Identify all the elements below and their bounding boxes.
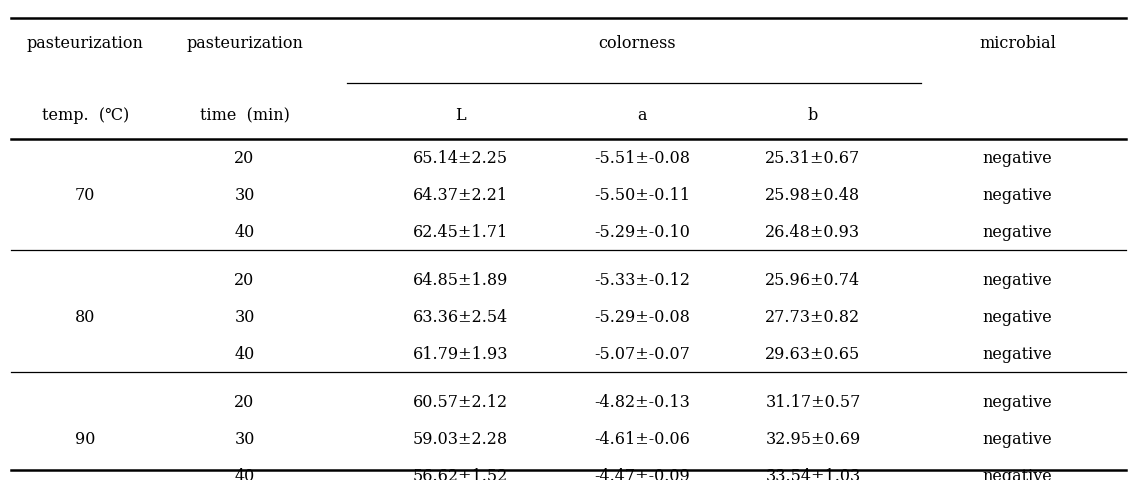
- Text: a: a: [638, 107, 647, 124]
- Text: pasteurization: pasteurization: [27, 35, 143, 52]
- Text: 56.62±1.52: 56.62±1.52: [413, 468, 508, 480]
- Text: 33.54±1.03: 33.54±1.03: [765, 468, 861, 480]
- Text: 40: 40: [234, 346, 255, 362]
- Text: -5.29±-0.08: -5.29±-0.08: [595, 309, 690, 325]
- Text: 30: 30: [234, 309, 255, 325]
- Text: pasteurization: pasteurization: [186, 35, 302, 52]
- Text: 70: 70: [75, 186, 96, 204]
- Text: -4.82±-0.13: -4.82±-0.13: [595, 394, 690, 410]
- Text: 27.73±0.82: 27.73±0.82: [765, 309, 861, 325]
- Text: 30: 30: [234, 431, 255, 447]
- Text: negative: negative: [982, 394, 1053, 410]
- Text: 29.63±0.65: 29.63±0.65: [765, 346, 861, 362]
- Text: -4.61±-0.06: -4.61±-0.06: [595, 431, 690, 447]
- Text: -5.07±-0.07: -5.07±-0.07: [595, 346, 690, 362]
- Text: L: L: [455, 107, 466, 124]
- Text: 64.85±1.89: 64.85±1.89: [413, 272, 508, 288]
- Text: 40: 40: [234, 468, 255, 480]
- Text: 25.98±0.48: 25.98±0.48: [765, 186, 861, 204]
- Text: 59.03±2.28: 59.03±2.28: [413, 431, 508, 447]
- Text: -5.51±-0.08: -5.51±-0.08: [595, 149, 690, 167]
- Text: 60.57±2.12: 60.57±2.12: [413, 394, 508, 410]
- Text: 64.37±2.21: 64.37±2.21: [413, 186, 508, 204]
- Text: 32.95±0.69: 32.95±0.69: [765, 431, 861, 447]
- Text: 20: 20: [234, 272, 255, 288]
- Text: 62.45±1.71: 62.45±1.71: [413, 223, 508, 240]
- Text: 63.36±2.54: 63.36±2.54: [413, 309, 508, 325]
- Text: negative: negative: [982, 186, 1053, 204]
- Text: 90: 90: [75, 431, 96, 447]
- Text: 80: 80: [75, 309, 96, 325]
- Text: 20: 20: [234, 149, 255, 167]
- Text: -5.29±-0.10: -5.29±-0.10: [595, 223, 690, 240]
- Text: 25.31±0.67: 25.31±0.67: [765, 149, 861, 167]
- Text: negative: negative: [982, 468, 1053, 480]
- Text: 31.17±0.57: 31.17±0.57: [765, 394, 861, 410]
- Text: 65.14±2.25: 65.14±2.25: [413, 149, 508, 167]
- Text: 26.48±0.93: 26.48±0.93: [765, 223, 861, 240]
- Text: 30: 30: [234, 186, 255, 204]
- Text: negative: negative: [982, 272, 1053, 288]
- Text: negative: negative: [982, 149, 1053, 167]
- Text: negative: negative: [982, 346, 1053, 362]
- Text: 61.79±1.93: 61.79±1.93: [413, 346, 508, 362]
- Text: time  (min): time (min): [199, 107, 290, 124]
- Text: negative: negative: [982, 309, 1053, 325]
- Text: 40: 40: [234, 223, 255, 240]
- Text: colorness: colorness: [598, 35, 675, 52]
- Text: negative: negative: [982, 431, 1053, 447]
- Text: 20: 20: [234, 394, 255, 410]
- Text: b: b: [807, 107, 819, 124]
- Text: 25.96±0.74: 25.96±0.74: [765, 272, 861, 288]
- Text: -4.47±-0.09: -4.47±-0.09: [595, 468, 690, 480]
- Text: temp.  (℃): temp. (℃): [42, 107, 128, 124]
- Text: -5.50±-0.11: -5.50±-0.11: [595, 186, 690, 204]
- Text: -5.33±-0.12: -5.33±-0.12: [595, 272, 690, 288]
- Text: microbial: microbial: [979, 35, 1056, 52]
- Text: negative: negative: [982, 223, 1053, 240]
